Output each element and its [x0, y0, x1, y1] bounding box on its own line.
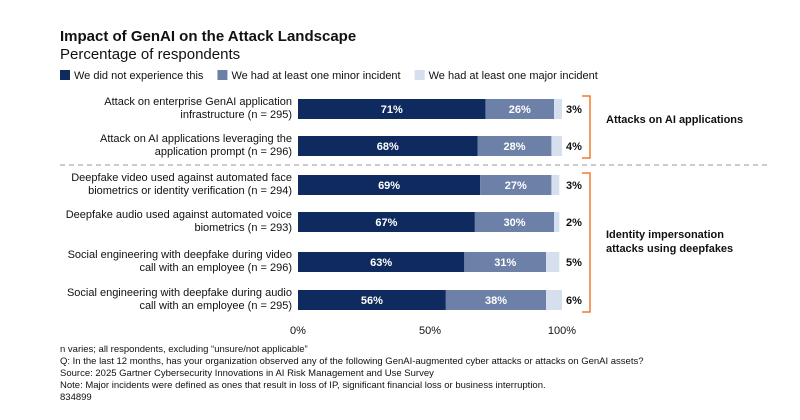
bar-segment [477, 136, 552, 156]
footnote: Source: 2025 Gartner Cybersecurity Innov… [60, 368, 434, 379]
value-label: 67% [375, 217, 397, 229]
bar-segment [298, 136, 478, 156]
group-label: Identity impersonation attacks using dee… [606, 229, 734, 255]
bar-segment [298, 175, 481, 195]
category-label: Social engineering with deepfake during … [66, 287, 292, 312]
group-bracket [582, 95, 591, 159]
value-label: 38% [485, 295, 507, 307]
footnote: 834899 [60, 392, 92, 403]
bar-segment [554, 212, 560, 232]
bar-segment [464, 252, 547, 272]
category-label: Attack on AI applications leveraging the… [99, 133, 292, 158]
category-label: Deepfake audio used against automated vo… [65, 209, 292, 234]
value-label: 6% [566, 295, 582, 307]
category-label: Attack on enterprise GenAI application i… [104, 96, 292, 121]
value-label: 5% [566, 257, 582, 269]
bar-segment [298, 212, 475, 232]
bar-segment [480, 175, 552, 195]
bar-segment [445, 290, 547, 310]
bar-segment [554, 99, 562, 119]
group-label: Attacks on AI applications [606, 114, 744, 126]
x-tick-label: 0% [290, 325, 306, 337]
value-label: 3% [566, 104, 582, 116]
value-label: 56% [361, 295, 383, 307]
value-label: 26% [509, 104, 531, 116]
category-label: Social engineering with deepfake during … [67, 249, 292, 274]
value-label: 68% [377, 141, 399, 153]
value-label: 31% [494, 257, 516, 269]
bar-segment [551, 175, 560, 195]
footnote: Note: Major incidents were defined as on… [60, 380, 546, 391]
category-label: Deepfake video used against automated fa… [71, 172, 292, 197]
legend-label: We did not experience this [74, 70, 204, 82]
bar-segment [474, 212, 555, 232]
value-label: 3% [566, 180, 582, 192]
bar-segment [298, 290, 446, 310]
bar-segment [298, 99, 486, 119]
chart-title: Impact of GenAI on the Attack Landscape [60, 28, 357, 45]
group-bracket [582, 172, 591, 313]
legend-label: We had at least one major incident [429, 70, 598, 82]
legend-swatch [217, 70, 228, 80]
bar-segment [298, 252, 465, 272]
bar-segment [546, 290, 562, 310]
legend-label: We had at least one minor incident [231, 70, 400, 82]
value-label: 69% [378, 180, 400, 192]
bar-segment [485, 99, 555, 119]
x-tick-label: 100% [548, 325, 576, 337]
value-label: 4% [566, 141, 582, 153]
value-label: 28% [503, 141, 525, 153]
legend-swatch [414, 70, 425, 80]
value-label: 30% [503, 217, 525, 229]
x-tick-label: 50% [419, 325, 441, 337]
legend-swatch [60, 70, 70, 80]
footnote: Q: In the last 12 months, has your organ… [60, 356, 644, 367]
footnote: n varies; all respondents, excluding “un… [60, 344, 308, 355]
value-label: 2% [566, 217, 582, 229]
value-label: 71% [381, 104, 403, 116]
bar-segment [551, 136, 562, 156]
value-label: 63% [370, 257, 392, 269]
value-label: 27% [505, 180, 527, 192]
bar-segment [546, 252, 560, 272]
chart-subtitle: Percentage of respondents [60, 46, 241, 63]
